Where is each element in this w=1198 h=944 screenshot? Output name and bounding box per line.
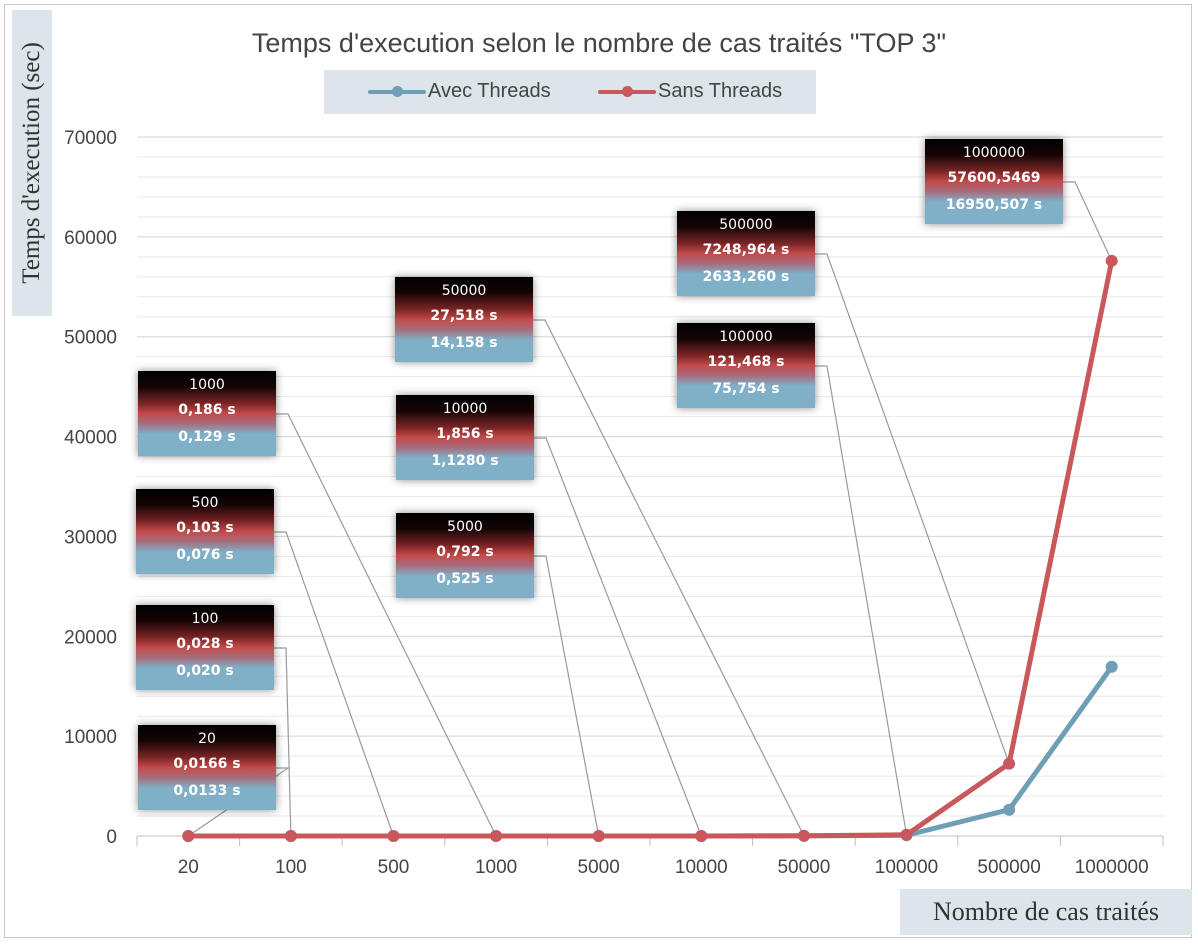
y-tick-label: 30000 <box>64 527 117 548</box>
y-tick-label: 60000 <box>64 228 117 249</box>
data-label-line2: 7248,964 s <box>702 242 790 258</box>
data-label-box: 10000 1,856 s 1,1280 s <box>396 395 534 480</box>
data-label-line2: 57600,5469 <box>947 170 1041 186</box>
data-label-line1: 500 <box>191 495 219 511</box>
legend-label: Avec Threads <box>428 80 551 102</box>
data-label-line3: 0,129 s <box>178 429 236 445</box>
data-label-line1: 50000 <box>441 283 487 299</box>
y-tick-label: 10000 <box>64 727 117 748</box>
legend: Avec Threads Sans Threads <box>324 70 816 114</box>
y-tick-label: 20000 <box>64 627 117 648</box>
series-1-point <box>182 829 195 842</box>
chart-frame <box>4 4 1192 938</box>
y-tick-label: 50000 <box>64 328 117 349</box>
x-tick-label: 500 <box>378 857 410 878</box>
data-label-line3: 0,0133 s <box>173 783 241 799</box>
y-tick-label: 0 <box>106 827 117 848</box>
series-1-point <box>490 829 503 842</box>
x-tick-label: 20 <box>178 857 199 878</box>
x-tick-label: 5000 <box>578 857 620 878</box>
data-label-box: 1000000 57600,5469 16950,507 s <box>925 139 1063 224</box>
annotation-leader-line <box>276 413 497 837</box>
data-label-line2: 0,186 s <box>178 402 236 418</box>
annotation-leader-line <box>815 365 908 835</box>
data-label-box: 1000 0,186 s 0,129 s <box>138 371 276 456</box>
data-label-line2: 0,028 s <box>176 636 234 652</box>
data-label-line2: 1,856 s <box>436 426 494 442</box>
data-label-box: 500 0,103 s 0,076 s <box>136 489 274 574</box>
data-label-box: 20 0,0166 s 0,0133 s <box>138 725 276 810</box>
annotation-leader-line <box>1063 181 1113 262</box>
data-label-line3: 0,076 s <box>176 547 234 563</box>
data-label-line2: 0,0166 s <box>173 756 241 772</box>
x-tick-label: 10000 <box>675 857 728 878</box>
data-label-line1: 500000 <box>719 217 773 233</box>
data-label-line3: 0,020 s <box>176 663 234 679</box>
series-0-point <box>1105 660 1118 673</box>
data-label-line3: 2633,260 s <box>702 269 790 285</box>
data-label-line2: 121,468 s <box>707 354 785 370</box>
data-label-line2: 0,792 s <box>436 544 494 560</box>
series-1-point <box>695 829 708 842</box>
series-1-point <box>284 829 297 842</box>
legend-dot-marker <box>622 86 633 97</box>
data-label-line2: 27,518 s <box>430 308 498 324</box>
x-tick-label: 1000 <box>475 857 517 878</box>
data-label-line1: 100 <box>191 611 219 627</box>
data-label-line3: 75,754 s <box>712 381 780 397</box>
data-label-line1: 5000 <box>447 519 483 535</box>
chart-title: Temps d'execution selon le nombre de cas… <box>251 28 947 58</box>
legend-dot-marker <box>392 86 403 97</box>
x-tick-label: 1000000 <box>1075 857 1149 878</box>
data-label-line2: 0,103 s <box>176 520 234 536</box>
x-tick-label: 100 <box>275 857 307 878</box>
y-axis-title-box <box>12 10 52 316</box>
data-label-line1: 100000 <box>719 329 773 345</box>
x-tick-label: 500000 <box>977 857 1040 878</box>
data-label-line1: 1000000 <box>962 145 1026 161</box>
annotation-leader-line <box>815 253 1010 764</box>
series-0-point <box>1003 803 1016 816</box>
data-label-line3: 0,525 s <box>436 571 494 587</box>
series-1-point <box>900 828 913 841</box>
data-label-box: 500000 7248,964 s 2633,260 s <box>677 211 815 296</box>
y-tick-label: 70000 <box>64 128 117 149</box>
annotation-leader-line <box>534 437 702 837</box>
x-axis-title-box: Nombre de cas traités <box>900 889 1192 935</box>
x-axis-title: Nombre de cas traités <box>933 897 1159 926</box>
annotation-leader-line <box>274 531 395 837</box>
data-label-box: 100 0,028 s 0,020 s <box>136 605 274 690</box>
x-tick-label: 50000 <box>777 857 830 878</box>
data-label-box: 5000 0,792 s 0,525 s <box>396 513 534 598</box>
series-line-1 <box>185 258 1115 839</box>
annotation-leader-line <box>187 767 290 837</box>
x-tick-label: 100000 <box>875 857 938 878</box>
legend-label: Sans Threads <box>658 80 783 102</box>
data-label-box: 100000 121,468 s 75,754 s <box>677 323 815 408</box>
data-label-line3: 14,158 s <box>430 335 498 351</box>
y-tick-label: 40000 <box>64 428 117 449</box>
annotation-leader-line <box>533 319 805 836</box>
data-label-box: 50000 27,518 s 14,158 s <box>395 277 533 362</box>
annotation-leader-line <box>274 647 292 837</box>
data-label-line3: 1,1280 s <box>431 453 499 469</box>
data-label-line1: 20 <box>198 731 216 747</box>
series-1-point <box>592 829 605 842</box>
data-label-line1: 1000 <box>189 377 225 393</box>
data-label-line1: 10000 <box>442 401 488 417</box>
series-1-point <box>387 829 400 842</box>
data-label-line3: 16950,507 s <box>945 197 1043 213</box>
series-1-point <box>1105 254 1118 267</box>
annotation-leader-line <box>534 555 600 837</box>
series-1-point <box>797 829 810 842</box>
series-1-point <box>1003 757 1016 770</box>
series-line-0 <box>185 664 1115 839</box>
